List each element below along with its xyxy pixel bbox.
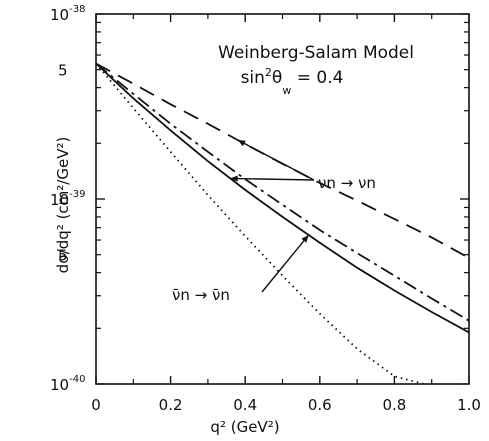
plot-border bbox=[95, 13, 470, 385]
y-tick-label: 10-39 bbox=[50, 189, 85, 209]
plot-frame bbox=[95, 13, 470, 385]
series-lines bbox=[95, 62, 470, 385]
chart-title: Weinberg-Salam Model bbox=[218, 43, 414, 63]
axis-ticks bbox=[95, 13, 470, 385]
y-tick-label: 5 bbox=[58, 62, 68, 80]
x-tick-label: 0.2 bbox=[159, 396, 183, 414]
x-tick-label: 0.4 bbox=[233, 396, 257, 414]
arrow-nu-n-to-solid-head bbox=[230, 175, 238, 182]
series-line-solid bbox=[95, 62, 470, 334]
arrow-nu-n-to-dashed bbox=[237, 139, 315, 181]
x-tick-label: 1.0 bbox=[457, 396, 481, 414]
x-axis-label: q² (GeV²) bbox=[210, 418, 279, 436]
arrow-nubar-n-to-solid-head bbox=[301, 235, 309, 243]
annotation-arrows bbox=[230, 139, 315, 293]
x-tick-label: 0 bbox=[91, 396, 101, 414]
x-tick-label: 0.8 bbox=[382, 396, 406, 414]
x-tick-labels: 0 0.2 0.4 0.6 0.8 1.0 bbox=[91, 396, 481, 414]
annotation-nu-n: νn → νn bbox=[318, 174, 376, 192]
chart-subtitle: sin2θw = 0.4 bbox=[241, 66, 344, 97]
y-tick-label: 10-38 bbox=[50, 4, 85, 24]
x-tick-label: 0.6 bbox=[308, 396, 332, 414]
y-tick-label: 5 bbox=[58, 247, 68, 265]
y-axis-label: dσ/dq² (cm²/GeV²) bbox=[54, 137, 72, 274]
annotation-nubar-n: ν̄n → ν̄n bbox=[172, 286, 230, 304]
y-tick-label: 10-40 bbox=[50, 374, 85, 394]
y-tick-labels: 10-38 5 10-39 5 10-40 bbox=[50, 4, 85, 394]
arrow-nu-n-to-dashed-head bbox=[237, 140, 246, 147]
arrow-nu-n-to-solid bbox=[230, 177, 315, 181]
series-line-dashdot bbox=[95, 62, 470, 322]
arrow-nubar-n-to-solid bbox=[261, 234, 310, 293]
series-line-dotted bbox=[95, 62, 425, 385]
